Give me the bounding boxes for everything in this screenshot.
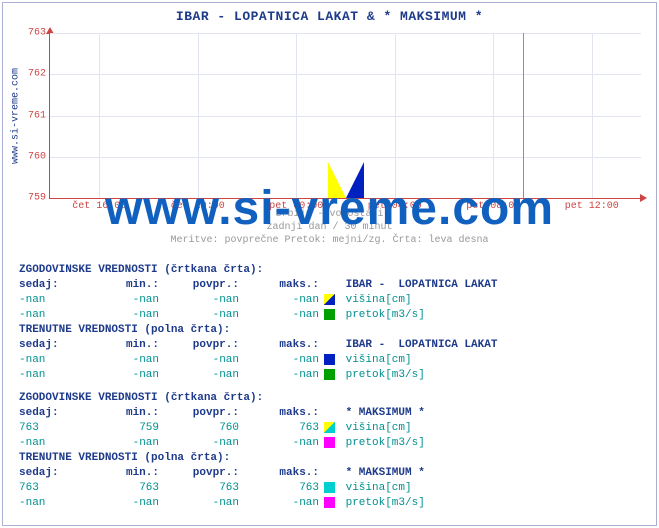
gridline-v (296, 33, 297, 198)
table-header: sedaj:min.:povpr.:maks.: IBAR - LOPATNIC… (19, 338, 640, 353)
section-head: TRENUTNE VREDNOSTI (polna črta): (19, 451, 640, 466)
section-head: TRENUTNE VREDNOSTI (polna črta): (19, 323, 640, 338)
axis-arrow-x (640, 194, 647, 202)
gridline-v (198, 33, 199, 198)
legend-swatch (324, 294, 335, 305)
sub2: zadnji dan / 30 minut (3, 222, 656, 233)
legend-swatch (324, 354, 335, 365)
table-header: sedaj:min.:povpr.:maks.: * MAKSIMUM * (19, 406, 640, 421)
table-row: -nan-nan-nan-nan pretok[m3/s] (19, 368, 640, 383)
ytick: 761 (22, 110, 50, 121)
chart-area: 759760761762763čet 16:00čet 20:00pet 00:… (49, 33, 641, 199)
ytick: 759 (22, 193, 50, 204)
legend-swatch (324, 482, 335, 493)
table-row: -nan-nan-nan-nan pretok[m3/s] (19, 308, 640, 323)
gridline-v (592, 33, 593, 198)
table-row: 763759760763 višina[cm] (19, 421, 640, 436)
legend-swatch (324, 437, 335, 448)
legend-icon (328, 162, 364, 198)
container: IBAR - LOPATNICA LAKAT & * MAKSIMUM * ww… (2, 2, 657, 526)
sub3: Meritve: povprečne Pretok: mejni/zg. Črt… (3, 235, 656, 246)
table-row: -nan-nan-nan-nan pretok[m3/s] (19, 436, 640, 451)
table-header: sedaj:min.:povpr.:maks.: * MAKSIMUM * (19, 466, 640, 481)
table-row: -nan-nan-nan-nan pretok[m3/s] (19, 496, 640, 511)
gridline-h (50, 33, 641, 34)
ytick: 762 (22, 69, 50, 80)
gridline-v (493, 33, 494, 198)
data-tables: ZGODOVINSKE VREDNOSTI (črtkana črta):sed… (19, 263, 640, 511)
legend-swatch (324, 369, 335, 380)
section-head: ZGODOVINSKE VREDNOSTI (črtkana črta): (19, 263, 640, 278)
table-row: -nan-nan-nan-nan višina[cm] (19, 293, 640, 308)
legend-swatch (324, 497, 335, 508)
gridline-h (50, 116, 641, 117)
y-axis-label: www.si-vreme.com (9, 33, 23, 199)
gridline-h (50, 74, 641, 75)
table-row: -nan-nan-nan-nan višina[cm] (19, 353, 640, 368)
ytick: 760 (22, 151, 50, 162)
chart-title: IBAR - LOPATNICA LAKAT & * MAKSIMUM * (3, 3, 656, 28)
table-row: 763763763763 višina[cm] (19, 481, 640, 496)
legend-swatch (324, 422, 335, 433)
plot: 759760761762763čet 16:00čet 20:00pet 00:… (49, 33, 641, 199)
series-vline (523, 33, 524, 198)
section-head: ZGODOVINSKE VREDNOSTI (črtkana črta): (19, 391, 640, 406)
legend-swatch (324, 309, 335, 320)
sub1: Srbija - vodostaji (3, 209, 656, 220)
ytick: 763 (22, 28, 50, 39)
table-header: sedaj:min.:povpr.:maks.: IBAR - LOPATNIC… (19, 278, 640, 293)
gridline-v (99, 33, 100, 198)
gridline-h (50, 157, 641, 158)
gridline-v (395, 33, 396, 198)
